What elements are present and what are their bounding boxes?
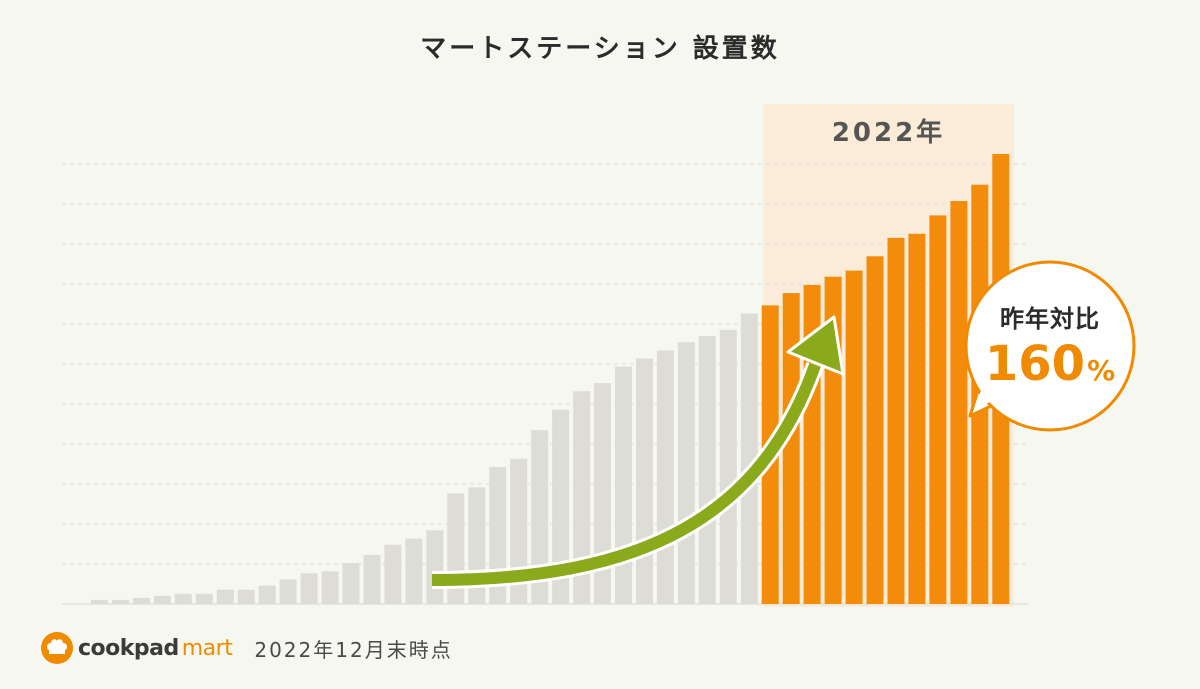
bar-past [698, 336, 716, 604]
growth-arrow [431, 315, 845, 589]
bar-2022 [908, 233, 926, 605]
growth-arrow-shaft-fill [431, 362, 821, 586]
chef-hat-icon [41, 632, 73, 664]
bar-past [636, 358, 653, 604]
bar-2022 [782, 293, 800, 604]
bar-past [112, 599, 129, 604]
logo-cookpad-text: cookpad [78, 635, 179, 661]
bar-past [531, 430, 549, 604]
footer: cookpad mart 2022年12月末時点 [40, 628, 453, 668]
bar-2022 [950, 201, 968, 604]
bar-past [426, 530, 444, 604]
footer-date-note: 2022年12月末時点 [254, 637, 453, 662]
bar-2022 [929, 215, 947, 604]
bar-2022 [845, 270, 863, 604]
logo-mart-text: mart [181, 635, 233, 661]
callout-number: 160 [984, 336, 1086, 392]
bar-past [153, 595, 171, 604]
bar-past [300, 573, 318, 604]
bar-past [384, 544, 402, 604]
cookpad-mart-logo[interactable]: cookpad mart [40, 631, 233, 665]
bar-past [594, 383, 611, 604]
bar-past [552, 409, 570, 604]
bar-past [363, 554, 381, 604]
callout-unit: % [1087, 354, 1116, 387]
bar-past [342, 563, 360, 604]
bar-past [279, 579, 297, 604]
callout-bubble [964, 260, 1136, 432]
callout-content: 昨年対比 160% [962, 258, 1138, 434]
bar-past [216, 589, 234, 604]
bar-past [321, 571, 339, 604]
chart-title: マートステーション 設置数 [420, 34, 780, 64]
bar-past [719, 329, 737, 604]
callout-label: 昨年対比 [1000, 305, 1100, 333]
bar-past [656, 350, 674, 604]
bar-past [91, 599, 108, 604]
bar-past [573, 391, 591, 604]
bar-2022 [866, 256, 884, 604]
bar-past [615, 366, 632, 604]
growth-arrow-head [786, 315, 845, 376]
bar-past [740, 313, 758, 604]
bar-past [405, 538, 423, 604]
bar-past [195, 593, 213, 604]
bar-past [677, 342, 695, 604]
bar-past [258, 585, 276, 604]
highlight-2022-label: 2022年 [832, 117, 945, 148]
bar-past [174, 593, 192, 604]
bar-past [237, 589, 255, 604]
bar-2022 [887, 237, 905, 604]
callout-value: 160% [985, 338, 1115, 397]
bar-past [132, 597, 150, 604]
